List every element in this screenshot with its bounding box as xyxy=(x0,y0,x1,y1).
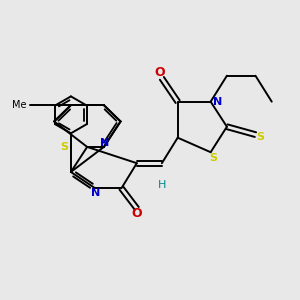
Text: S: S xyxy=(61,142,69,152)
Text: H: H xyxy=(158,180,166,190)
Text: N: N xyxy=(213,97,222,107)
Text: S: S xyxy=(257,132,265,142)
Text: N: N xyxy=(91,188,101,198)
Text: N: N xyxy=(100,138,110,148)
Text: O: O xyxy=(154,66,165,79)
Text: S: S xyxy=(209,153,217,163)
Text: Me: Me xyxy=(12,100,26,110)
Text: O: O xyxy=(131,207,142,220)
